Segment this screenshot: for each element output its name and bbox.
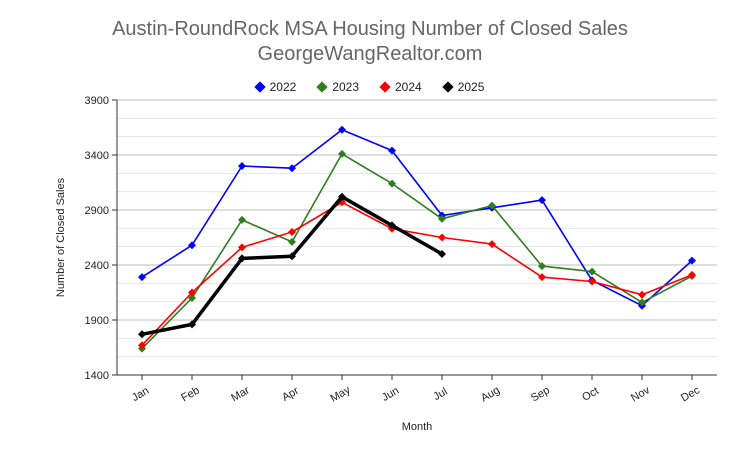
data-point-2023-Aug <box>488 201 496 210</box>
data-point-2024-Feb <box>188 288 196 297</box>
data-point-2022-Feb <box>188 241 196 250</box>
x-tick-label: Aug <box>479 384 502 404</box>
x-tick-label: May <box>329 384 353 405</box>
data-point-2024-Sep <box>538 273 546 282</box>
series-line-2022 <box>141 128 693 307</box>
y-tick-label: 2900 <box>85 205 109 217</box>
data-point-2025-Apr <box>288 252 296 261</box>
series-2024 <box>138 198 696 350</box>
x-axis-title: Month <box>402 421 433 433</box>
data-point-2022-Sep <box>538 196 546 205</box>
legend-label: 2025 <box>457 80 485 94</box>
legend-label: 2023 <box>332 80 359 94</box>
data-point-2025-Feb <box>188 320 196 329</box>
legend-item-2024: 2024 <box>379 80 422 94</box>
data-point-2022-Apr <box>288 164 296 173</box>
data-point-2024-Aug <box>488 240 496 249</box>
data-point-2025-Jan <box>138 330 146 339</box>
y-tick-label: 1400 <box>85 370 109 382</box>
legend-label: 2024 <box>395 80 422 94</box>
legend-item-2022: 2022 <box>253 80 297 94</box>
x-tick-label: Mar <box>229 384 252 404</box>
data-point-2022-Jun <box>388 146 396 155</box>
chart-title: Austin-RoundRock MSA Housing Number of C… <box>112 18 628 40</box>
series-2022 <box>138 125 696 310</box>
x-tick-label: Feb <box>179 384 201 404</box>
x-tick-label: Sep <box>529 384 552 404</box>
data-point-2024-Dec <box>688 270 696 279</box>
data-point-2025-Mar <box>238 254 246 263</box>
data-point-2022-Dec <box>688 256 696 265</box>
data-point-2023-Jun <box>388 179 396 188</box>
chart-subtitle: GeorgeWangRealtor.com <box>257 43 483 65</box>
x-tick-label: Nov <box>629 384 652 404</box>
data-point-2024-Oct <box>588 277 596 286</box>
y-axis-title: Number of Closed Sales <box>55 177 67 297</box>
x-tick-label: Jun <box>380 385 401 404</box>
legend: 2022 2023 2024 2025 <box>0 80 740 94</box>
y-tick-label: 3900 <box>85 95 109 107</box>
legend-item-2023: 2023 <box>316 80 359 94</box>
y-tick-label: 3400 <box>85 150 109 162</box>
y-tick-label: 2400 <box>85 260 109 272</box>
series-line-2025 <box>141 195 443 337</box>
data-point-2022-Jan <box>138 273 146 282</box>
data-point-2022-May <box>338 125 346 134</box>
legend-label: 2022 <box>269 80 297 94</box>
series-line-2023 <box>141 153 693 350</box>
x-tick-label: Jul <box>431 386 449 403</box>
data-point-2023-Nov <box>638 298 646 307</box>
x-tick-label: Apr <box>280 385 301 404</box>
data-point-2024-Jul <box>438 233 446 242</box>
x-tick-label: Oct <box>580 385 601 404</box>
data-point-2023-Mar <box>238 215 246 224</box>
series-2025 <box>138 192 446 339</box>
series-line-2024 <box>141 201 693 346</box>
data-point-2025-Jun <box>388 221 396 230</box>
data-point-2025-Jul <box>438 250 446 258</box>
legend-item-2025: 2025 <box>442 80 485 94</box>
data-point-2024-Apr <box>288 228 296 236</box>
data-point-2025-May <box>338 192 346 201</box>
data-point-2023-Apr <box>288 237 296 246</box>
x-tick-label: Dec <box>679 384 702 404</box>
data-point-2024-Mar <box>238 243 246 252</box>
data-point-2023-Feb <box>188 294 196 302</box>
data-point-2023-Oct <box>588 267 596 276</box>
data-point-2023-Sep <box>538 262 546 271</box>
data-point-2023-May <box>338 149 346 158</box>
y-tick-label: 1900 <box>85 315 109 327</box>
series-2023 <box>138 149 696 353</box>
x-tick-label: Jan <box>130 385 151 404</box>
data-point-2024-Jan <box>138 341 146 350</box>
data-point-2024-Nov <box>638 290 646 299</box>
data-point-2023-Jul <box>438 214 446 223</box>
data-point-2022-Mar <box>238 162 246 170</box>
